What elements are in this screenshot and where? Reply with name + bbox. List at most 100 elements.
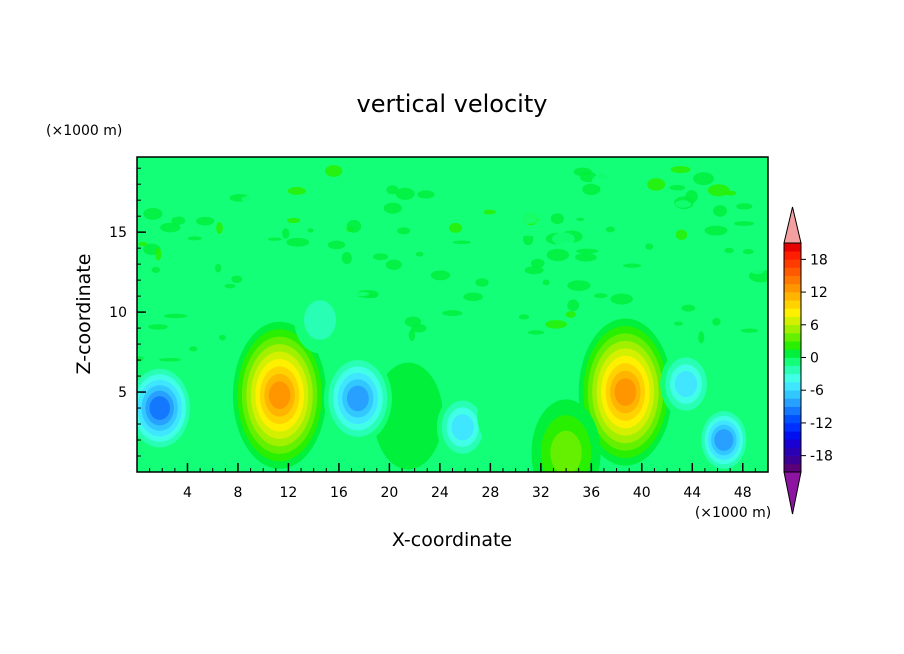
field-speckle — [151, 266, 161, 274]
field-speckle — [381, 328, 406, 334]
field-speckle — [524, 266, 544, 275]
field-speckle — [567, 280, 591, 291]
contour-band — [550, 430, 582, 472]
field-speckle — [693, 172, 715, 186]
field-speckle — [674, 321, 683, 326]
field-speckle — [156, 332, 165, 336]
field-speckle — [383, 202, 402, 214]
field-speckle — [742, 248, 754, 255]
colorbar-segment — [784, 398, 801, 407]
field-speckle — [575, 252, 597, 262]
field-speckle — [628, 189, 649, 194]
field-speckle — [675, 200, 692, 208]
field-speckle — [163, 313, 188, 319]
field-speckle — [527, 330, 545, 335]
field-speckle — [579, 203, 588, 213]
field-speckle — [523, 233, 534, 246]
field-speckle — [518, 232, 542, 237]
field-speckle — [417, 190, 435, 199]
colorbar-segment — [784, 447, 801, 456]
field-speckle — [442, 310, 463, 317]
field-speckle — [576, 248, 599, 254]
field-speckle — [552, 232, 575, 246]
field-speckle — [605, 226, 616, 233]
colorbar-segment — [784, 267, 801, 277]
field-speckle — [375, 352, 390, 364]
field-speckle — [518, 314, 530, 320]
field-speckle — [712, 317, 721, 326]
field-speckle — [397, 227, 411, 235]
field-speckle — [149, 193, 161, 204]
field-speckle — [232, 315, 245, 325]
colorbar-segment — [784, 275, 801, 285]
field-speckle — [513, 354, 533, 364]
field-speckle — [520, 209, 542, 222]
field-speckle — [574, 222, 593, 230]
field-speckle — [346, 219, 362, 233]
x-axis-label: X-coordinate — [392, 529, 512, 551]
field-speckle — [325, 165, 343, 177]
field-speckle — [716, 257, 726, 267]
x-tick-label: 32 — [532, 485, 550, 501]
contour-band — [451, 414, 474, 441]
colorbar-segment — [784, 365, 801, 375]
colorbar-segment — [784, 390, 801, 399]
field-speckle — [351, 291, 370, 297]
field-speckle — [328, 282, 335, 288]
field-speckle — [542, 279, 550, 286]
x-tick-label: 12 — [280, 485, 298, 501]
colorbar-label: -6 — [810, 383, 824, 399]
contour-field — [137, 157, 768, 472]
field-speckle — [707, 184, 730, 197]
chart-title: vertical velocity — [357, 90, 548, 118]
field-speckle — [307, 228, 314, 233]
field-speckle — [565, 311, 576, 318]
contour-band — [346, 385, 369, 412]
y-axis: 5 10 15 — [109, 167, 146, 457]
field-speckle — [395, 187, 415, 200]
field-speckle — [160, 222, 181, 233]
colorbar-segment — [784, 349, 801, 358]
field-speckle — [685, 190, 698, 203]
colorbar-segment — [784, 324, 801, 334]
field-speckle — [530, 258, 545, 268]
colorbar-segment — [784, 251, 801, 260]
colorbar-segment — [784, 414, 801, 424]
field-speckle — [731, 174, 740, 180]
field-speckle — [610, 293, 633, 305]
x-tick-label: 28 — [481, 485, 499, 501]
field-speckle — [138, 241, 148, 247]
field-speckle — [385, 259, 402, 270]
x-tick-label: 20 — [380, 485, 398, 501]
colorbar-segment — [784, 341, 801, 350]
field-speckle — [475, 278, 489, 287]
x-tick-label: 44 — [683, 485, 701, 501]
field-speckle — [410, 271, 427, 283]
field-speckle — [219, 334, 226, 341]
x-tick-label: 8 — [233, 485, 242, 501]
field-speckle — [162, 213, 182, 218]
colorbar-segment — [784, 243, 801, 252]
contour-band — [268, 381, 291, 410]
contour-band — [674, 370, 698, 398]
field-speckle — [189, 346, 198, 352]
field-speckle — [725, 190, 737, 196]
field-speckle — [351, 339, 374, 350]
x-tick-label: 24 — [431, 485, 449, 501]
field-speckle — [408, 329, 416, 342]
field-speckle — [155, 247, 162, 261]
contour-band — [303, 300, 337, 340]
field-speckle — [372, 253, 389, 261]
field-speckle — [593, 293, 608, 299]
field-speckle — [736, 203, 753, 210]
colorbar-segment — [784, 357, 801, 366]
contour-band — [714, 429, 734, 451]
field-speckle — [137, 165, 154, 174]
contour-band — [149, 396, 170, 420]
field-speckle — [437, 314, 444, 319]
field-speckle — [545, 320, 568, 329]
colorbar-label: 0 — [810, 351, 819, 367]
field-speckle — [645, 243, 654, 250]
field-speckle — [341, 252, 352, 265]
